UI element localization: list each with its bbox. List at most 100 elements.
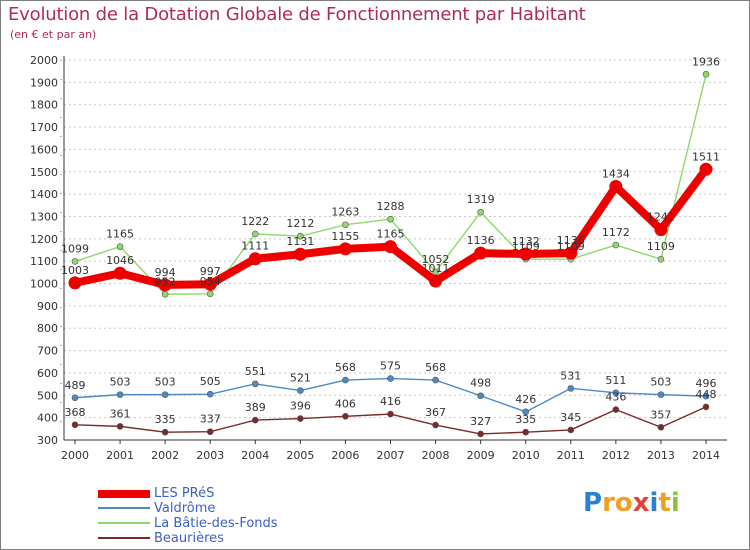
chart-title: Evolution de la Dotation Globale de Fonc… xyxy=(8,4,586,25)
data-label: 389 xyxy=(245,401,266,414)
data-label: 521 xyxy=(290,372,311,385)
y-tick-label: 900 xyxy=(37,300,58,313)
data-point xyxy=(116,243,124,250)
y-tick-label: 1500 xyxy=(30,166,58,179)
legend-label: La Bâtie-des-Fonds xyxy=(154,516,278,531)
data-point xyxy=(293,247,307,261)
data-point xyxy=(522,428,530,436)
series-group xyxy=(68,71,713,438)
data-label: 1288 xyxy=(377,200,405,213)
legend-swatch xyxy=(98,490,150,498)
data-label: 568 xyxy=(425,361,446,374)
data-point xyxy=(342,221,349,229)
legend-label: LES PRéS xyxy=(154,486,215,501)
data-label: 1212 xyxy=(286,217,314,230)
x-tick-label: 2001 xyxy=(106,449,134,462)
data-point xyxy=(297,387,304,394)
y-tick-label: 1600 xyxy=(30,143,58,156)
x-tick-label: 2011 xyxy=(557,449,585,462)
data-point xyxy=(612,406,620,413)
data-label: 337 xyxy=(200,413,221,426)
data-point xyxy=(657,255,665,263)
data-point xyxy=(477,208,484,216)
data-point xyxy=(297,232,304,240)
data-label: 1165 xyxy=(106,228,134,241)
x-tick-label: 2000 xyxy=(61,449,89,462)
proxiti-logo: Proxiti xyxy=(583,488,680,518)
data-point xyxy=(522,408,530,416)
data-point xyxy=(206,428,214,436)
data-point xyxy=(567,385,575,392)
data-label: 368 xyxy=(65,406,86,419)
data-label: 1136 xyxy=(557,234,585,247)
data-point xyxy=(519,247,533,261)
y-tick-label: 1000 xyxy=(30,278,58,291)
data-point xyxy=(432,376,439,384)
data-point xyxy=(564,246,578,260)
data-label: 954 xyxy=(200,275,221,288)
data-point xyxy=(71,258,79,265)
x-tick-label: 2010 xyxy=(512,449,540,462)
x-tick-label: 2005 xyxy=(286,449,314,462)
data-point xyxy=(206,390,214,398)
data-point xyxy=(612,241,620,249)
y-tick-label: 800 xyxy=(37,322,58,335)
data-point xyxy=(342,413,349,420)
y-axis-ticks: 300 400 500 600 700 800 900 1000 1100 1200 1300 140… xyxy=(30,54,58,447)
y-tick-label: 1100 xyxy=(30,255,58,268)
data-label: 406 xyxy=(335,397,356,410)
logo-letter: P xyxy=(583,488,603,518)
logo-letter: i xyxy=(670,488,680,518)
data-label: 357 xyxy=(650,408,671,421)
legend-label: Valdrôme xyxy=(154,501,216,516)
data-label: 511 xyxy=(605,374,626,387)
x-tick-label: 2006 xyxy=(331,449,359,462)
data-point xyxy=(251,230,259,238)
data-label: 1222 xyxy=(241,215,269,228)
y-tick-label: 1200 xyxy=(30,233,58,246)
data-point xyxy=(203,277,217,291)
data-label: 503 xyxy=(155,376,176,389)
data-label: 448 xyxy=(696,388,717,401)
data-point xyxy=(699,162,713,176)
x-tick-label: 2007 xyxy=(377,449,405,462)
data-point xyxy=(71,394,79,402)
data-label: 1109 xyxy=(512,240,540,253)
data-point xyxy=(161,428,169,436)
data-label: 416 xyxy=(380,395,401,408)
data-label: 335 xyxy=(155,413,176,426)
data-label: 1109 xyxy=(557,240,585,253)
data-point xyxy=(612,389,620,397)
data-point xyxy=(657,423,665,431)
data-point xyxy=(116,391,124,398)
data-point xyxy=(161,290,169,298)
data-label: 1263 xyxy=(331,206,359,219)
y-tick-label: 1300 xyxy=(30,210,58,223)
data-point xyxy=(206,290,214,298)
chart-subtitle: (en € et par an) xyxy=(10,28,97,41)
data-point xyxy=(113,266,127,280)
data-label: 1434 xyxy=(602,168,630,181)
data-point xyxy=(702,71,710,78)
data-point xyxy=(248,252,262,266)
data-point xyxy=(477,392,484,400)
data-label: 1011 xyxy=(422,262,450,275)
x-tick-label: 2003 xyxy=(196,449,224,462)
data-label: 335 xyxy=(515,413,536,426)
y-tick-label: 400 xyxy=(37,412,58,425)
data-label: 1511 xyxy=(692,150,720,163)
legend-label: Beaurières xyxy=(154,531,224,546)
data-label: 1109 xyxy=(647,240,675,253)
data-point xyxy=(477,430,484,438)
data-label: 503 xyxy=(650,376,671,389)
data-label: 551 xyxy=(245,365,266,378)
data-label: 1111 xyxy=(241,240,269,253)
data-label: 1136 xyxy=(467,234,495,247)
x-tick-label: 2004 xyxy=(241,449,269,462)
legend-swatch xyxy=(98,537,150,539)
data-label: 1155 xyxy=(331,230,359,243)
x-tick-label: 2014 xyxy=(692,449,720,462)
data-label: 361 xyxy=(110,407,131,420)
